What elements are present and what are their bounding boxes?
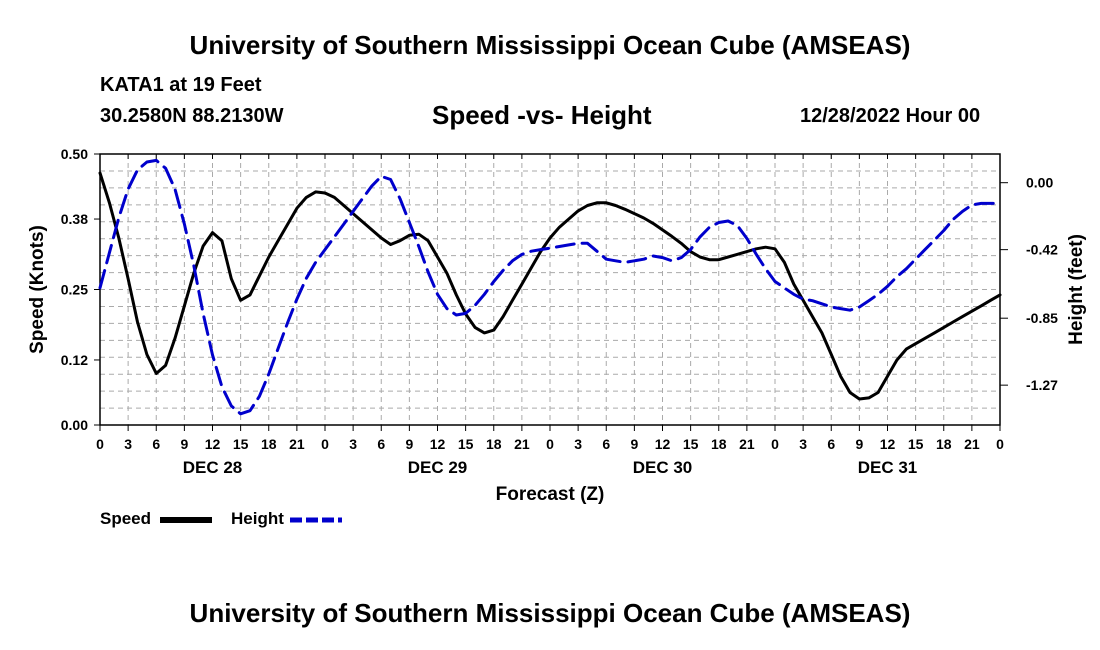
x-tick-label: 9	[180, 436, 188, 452]
y2-tick-label: -0.42	[1026, 242, 1058, 258]
y2-tick-label: -1.27	[1026, 377, 1058, 393]
x-tick-label: 15	[908, 436, 924, 452]
day-label: DEC 29	[408, 458, 468, 477]
x-tick-label: 3	[349, 436, 357, 452]
x-tick-label: 0	[321, 436, 329, 452]
x-tick-label: 18	[936, 436, 952, 452]
x-tick-label: 3	[574, 436, 582, 452]
legend-speed-swatch	[160, 517, 212, 523]
x-tick-label: 12	[880, 436, 896, 452]
legend-speed: Speed	[100, 509, 151, 529]
x-tick-label: 12	[430, 436, 446, 452]
forecast-datetime: 12/28/2022 Hour 00	[800, 105, 981, 127]
plot-frame	[99, 153, 1001, 426]
x-tick-label: 21	[514, 436, 530, 452]
y2-axis-title: Height (feet)	[1066, 234, 1087, 345]
y-axis-title: Speed (Knots)	[27, 225, 48, 354]
day-label: DEC 30	[633, 458, 693, 477]
chart-title: University of Southern Mississippi Ocean…	[189, 30, 911, 60]
station-label: KATA1 at 19 Feet	[100, 74, 262, 96]
x-tick-label: 18	[711, 436, 727, 452]
x-tick-label: 6	[602, 436, 610, 452]
x-tick-label: 3	[124, 436, 132, 452]
x-tick-label: 0	[771, 436, 779, 452]
x-tick-label: 18	[261, 436, 277, 452]
footer-title: University of Southern Mississippi Ocean…	[189, 598, 911, 628]
speed-height-chart: 0 3 6 9 12 15 18 21 0 3 6 9 12 15 18 21 0 3 6 9 12 15 18 21 0 3 6 9…	[27, 146, 1087, 505]
x-tick-label: 15	[683, 436, 699, 452]
x-tick-label: 0	[546, 436, 554, 452]
x-tick-label: 18	[486, 436, 502, 452]
legend-speed-label: Speed	[100, 509, 152, 528]
legend-height-label: Height	[231, 509, 284, 528]
y-tick-label: 0.25	[61, 282, 88, 298]
x-tick-label: 6	[152, 436, 160, 452]
speed-series-line	[98, 171, 1002, 401]
legend-height: Height	[231, 509, 284, 529]
station-coordinates: 30.2580N 88.2130W	[100, 105, 284, 127]
chart-subtitle: Speed -vs- Height	[432, 100, 652, 130]
y-tick-label: 0.12	[61, 352, 88, 368]
x-tick-label: 15	[458, 436, 474, 452]
y-tick-label: 0.00	[61, 417, 88, 433]
x-tick-label: 6	[377, 436, 385, 452]
y2-tick-label: -0.85	[1026, 310, 1058, 326]
x-tick-label: 0	[96, 436, 104, 452]
y2-tick-label: 0.00	[1026, 175, 1053, 191]
legend-height-swatch	[290, 517, 342, 523]
x-tick-label: 12	[205, 436, 221, 452]
x-tick-label: 6	[827, 436, 835, 452]
x-tick-label: 9	[855, 436, 863, 452]
x-tick-label: 15	[233, 436, 249, 452]
y-tick-label: 0.38	[61, 211, 88, 227]
x-axis-title: Forecast (Z)	[496, 484, 605, 505]
x-tick-label: 21	[739, 436, 755, 452]
day-label: DEC 28	[183, 458, 243, 477]
x-tick-label: 21	[289, 436, 305, 452]
x-tick-label: 0	[996, 436, 1004, 452]
day-label: DEC 31	[858, 458, 918, 477]
x-tick-label: 12	[655, 436, 671, 452]
x-tick-label: 9	[630, 436, 638, 452]
x-tick-label: 21	[964, 436, 980, 452]
height-series-line	[98, 158, 1002, 416]
y-tick-label: 0.50	[61, 146, 88, 162]
x-tick-label: 3	[799, 436, 807, 452]
x-tick-label: 9	[405, 436, 413, 452]
